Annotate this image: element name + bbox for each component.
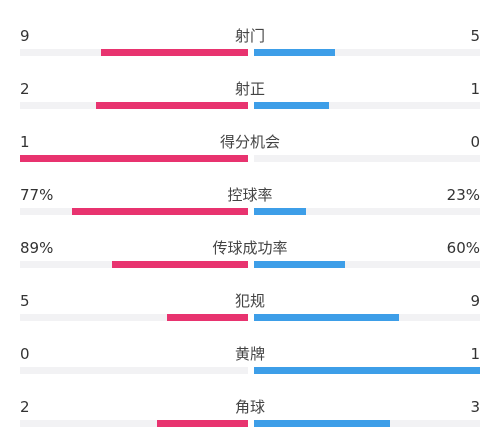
home-bar-track: [20, 49, 248, 56]
away-bar-fill: [254, 208, 306, 215]
home-value: 2: [20, 80, 30, 98]
away-bar-fill: [254, 102, 330, 109]
away-bar-track: [254, 155, 480, 162]
away-bar-track: [254, 367, 480, 374]
stat-row: 5 犯规 9: [0, 289, 500, 341]
away-value: 9: [470, 292, 480, 310]
away-value: 60%: [446, 239, 480, 257]
away-value: 23%: [446, 186, 480, 204]
stat-label-line: 0 黄牌 1: [0, 342, 500, 366]
away-value: 5: [470, 27, 480, 45]
away-value: 1: [470, 345, 480, 363]
home-bar-fill: [166, 314, 248, 321]
away-bar-track: [254, 314, 480, 321]
home-bar-track: [20, 420, 248, 427]
stat-row: 1 得分机会 0: [0, 130, 500, 182]
home-value: 0: [20, 345, 30, 363]
home-bar-fill: [20, 155, 248, 162]
home-bar-track: [20, 367, 248, 374]
away-bar-track: [254, 208, 480, 215]
stat-name: 控球率: [227, 186, 273, 204]
away-bar-fill: [254, 261, 346, 268]
away-bar-track: [254, 102, 480, 109]
stat-label-line: 2 角球 3: [0, 395, 500, 419]
stat-row: 2 射正 1: [0, 77, 500, 129]
stat-name: 黄牌: [234, 345, 265, 363]
home-value: 89%: [20, 239, 54, 257]
stat-label-line: 77% 控球率 23%: [0, 183, 500, 207]
away-value: 0: [470, 133, 480, 151]
stat-label-line: 5 犯规 9: [0, 289, 500, 313]
stat-row: 77% 控球率 23%: [0, 183, 500, 235]
home-value: 77%: [20, 186, 54, 204]
home-value: 1: [20, 133, 30, 151]
home-bar-track: [20, 314, 248, 321]
stat-name: 犯规: [234, 292, 265, 310]
home-value: 2: [20, 398, 30, 416]
home-bar-track: [20, 155, 248, 162]
away-bar-track: [254, 420, 480, 427]
stat-row: 9 射门 5: [0, 24, 500, 76]
stat-name: 传球成功率: [212, 239, 288, 257]
home-bar-track: [20, 208, 248, 215]
home-bar-fill: [111, 261, 248, 268]
home-bar-fill: [72, 208, 248, 215]
home-value: 5: [20, 292, 30, 310]
stat-label-line: 2 射正 1: [0, 77, 500, 101]
away-bar-fill: [254, 420, 390, 427]
away-bar-track: [254, 49, 480, 56]
away-bar-fill: [254, 314, 400, 321]
home-value: 9: [20, 27, 30, 45]
stat-name: 角球: [234, 398, 265, 416]
stat-row: 0 黄牌 1: [0, 342, 500, 394]
stat-row: 89% 传球成功率 60%: [0, 236, 500, 288]
stat-name: 射正: [234, 80, 265, 98]
stat-label-line: 89% 传球成功率 60%: [0, 236, 500, 260]
stat-name: 射门: [234, 27, 265, 45]
home-bar-fill: [95, 102, 248, 109]
stat-label-line: 9 射门 5: [0, 24, 500, 48]
away-value: 3: [470, 398, 480, 416]
away-bar-fill: [254, 367, 480, 374]
home-bar-fill: [156, 420, 248, 427]
stat-row: 2 角球 3: [0, 395, 500, 447]
stat-label-line: 1 得分机会 0: [0, 130, 500, 154]
stat-name: 得分机会: [219, 133, 280, 151]
home-bar-track: [20, 261, 248, 268]
home-bar-track: [20, 102, 248, 109]
away-bar-fill: [254, 49, 335, 56]
away-value: 1: [470, 80, 480, 98]
away-bar-track: [254, 261, 480, 268]
home-bar-fill: [101, 49, 248, 56]
